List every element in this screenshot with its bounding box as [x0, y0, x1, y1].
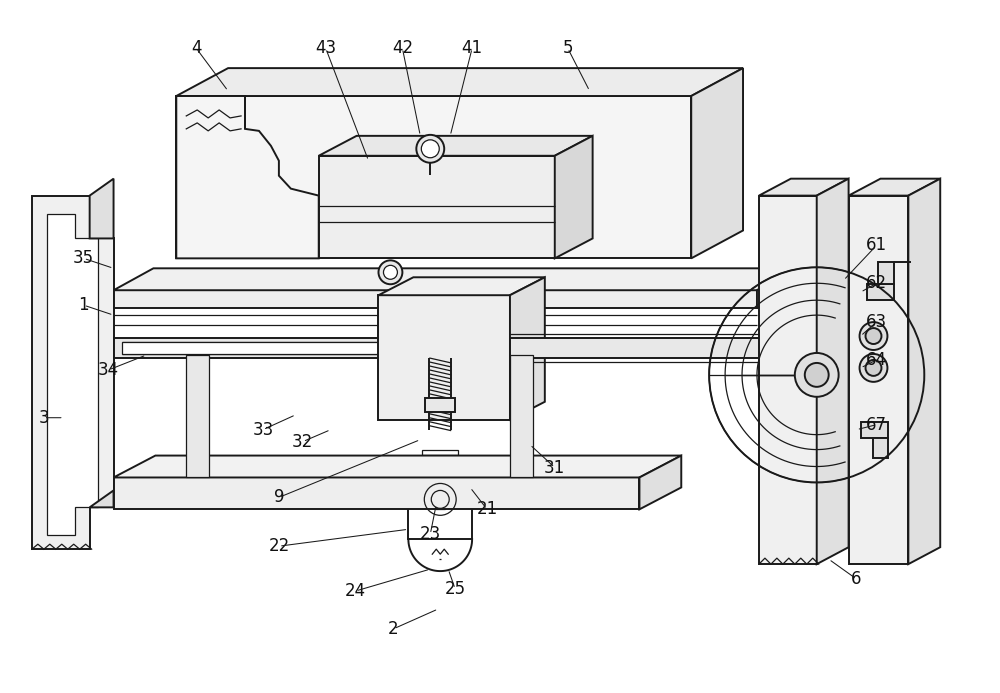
- Text: 64: 64: [866, 351, 887, 369]
- Text: 2: 2: [388, 620, 399, 638]
- Polygon shape: [849, 179, 940, 195]
- Polygon shape: [555, 136, 593, 258]
- Text: 62: 62: [866, 274, 887, 292]
- Polygon shape: [176, 96, 319, 258]
- Polygon shape: [425, 398, 455, 412]
- Text: 61: 61: [866, 236, 887, 254]
- Polygon shape: [114, 477, 639, 509]
- Text: 63: 63: [866, 313, 887, 331]
- Circle shape: [860, 322, 887, 350]
- Circle shape: [866, 360, 881, 376]
- Circle shape: [378, 261, 402, 284]
- Circle shape: [795, 353, 839, 397]
- Polygon shape: [757, 268, 797, 308]
- Text: 23: 23: [420, 525, 441, 543]
- Text: 25: 25: [445, 580, 466, 598]
- Circle shape: [860, 354, 887, 382]
- Text: 3: 3: [39, 409, 49, 427]
- Polygon shape: [186, 355, 209, 477]
- Polygon shape: [32, 195, 114, 549]
- Text: 41: 41: [462, 40, 483, 58]
- Polygon shape: [408, 469, 472, 539]
- Circle shape: [416, 135, 444, 163]
- Polygon shape: [90, 491, 114, 507]
- Polygon shape: [114, 290, 757, 308]
- Polygon shape: [817, 179, 849, 564]
- Text: 35: 35: [73, 249, 94, 267]
- Text: 31: 31: [544, 459, 565, 477]
- Circle shape: [866, 328, 881, 344]
- Polygon shape: [873, 438, 888, 457]
- Polygon shape: [176, 96, 691, 258]
- Text: 4: 4: [191, 40, 201, 58]
- Polygon shape: [114, 455, 681, 477]
- Polygon shape: [878, 263, 894, 284]
- Polygon shape: [691, 68, 743, 258]
- Polygon shape: [122, 342, 382, 354]
- Polygon shape: [789, 338, 807, 358]
- Polygon shape: [861, 422, 888, 438]
- Circle shape: [383, 265, 397, 279]
- Text: 22: 22: [268, 537, 290, 555]
- Polygon shape: [867, 284, 894, 300]
- Polygon shape: [47, 213, 98, 535]
- Text: 33: 33: [252, 421, 274, 439]
- Polygon shape: [639, 455, 681, 509]
- Text: 9: 9: [274, 489, 284, 507]
- Circle shape: [421, 140, 439, 158]
- Polygon shape: [114, 268, 797, 290]
- Text: 5: 5: [562, 40, 573, 58]
- Text: 24: 24: [345, 582, 366, 600]
- Polygon shape: [90, 179, 114, 238]
- Polygon shape: [176, 68, 743, 96]
- Polygon shape: [378, 295, 510, 420]
- Text: 1: 1: [78, 296, 89, 314]
- Polygon shape: [114, 338, 390, 358]
- Polygon shape: [319, 156, 555, 258]
- Polygon shape: [510, 277, 545, 420]
- Text: 42: 42: [392, 40, 413, 58]
- Polygon shape: [510, 355, 533, 477]
- Circle shape: [805, 363, 829, 387]
- Polygon shape: [378, 277, 545, 295]
- Polygon shape: [759, 179, 849, 195]
- Polygon shape: [422, 450, 458, 469]
- Polygon shape: [908, 179, 940, 564]
- Polygon shape: [510, 338, 789, 358]
- Text: 6: 6: [851, 570, 862, 588]
- Text: 67: 67: [866, 416, 887, 434]
- Text: 43: 43: [315, 40, 336, 58]
- Polygon shape: [849, 195, 908, 564]
- Polygon shape: [759, 195, 817, 564]
- Text: 34: 34: [98, 361, 119, 379]
- Text: 21: 21: [476, 500, 498, 518]
- Polygon shape: [319, 136, 593, 156]
- Text: 32: 32: [292, 432, 313, 450]
